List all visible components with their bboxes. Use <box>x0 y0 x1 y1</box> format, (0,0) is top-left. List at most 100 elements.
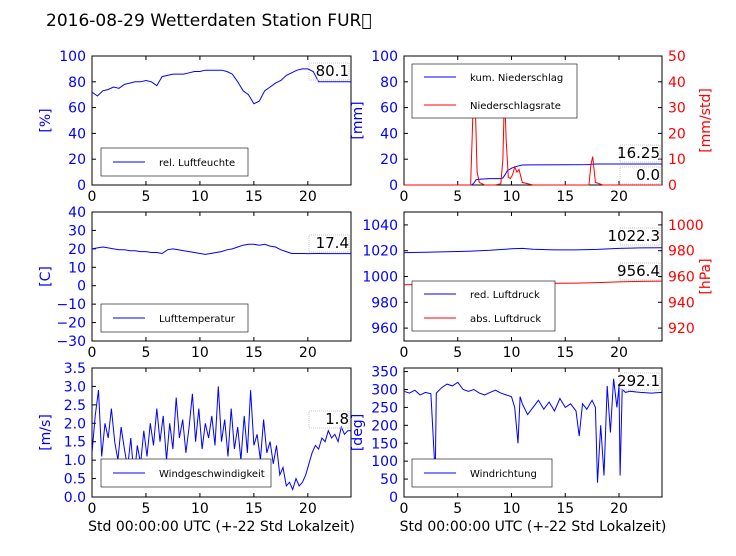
top-right-ytick-label: 60 <box>380 101 398 117</box>
middle-right-xtick-label: 0 <box>400 345 409 361</box>
top-left-ytick-label: 0 <box>77 178 86 194</box>
top-left-current-value-1: 80.1 <box>316 62 349 80</box>
top-right-ytick-label: 40 <box>380 126 398 142</box>
middle-right-ytick-label: 1040 <box>362 218 398 234</box>
middle-left-ytick-label: 40 <box>68 205 86 221</box>
middle-left-current-value-1: 17.4 <box>316 234 349 252</box>
bottom-left-xtick-label: 5 <box>141 501 150 517</box>
bottom-left-ytick-label: 0.5 <box>64 472 86 488</box>
top-right-xtick-label: 10 <box>503 189 521 205</box>
top-right-legend-box <box>411 63 578 119</box>
top-left-xtick-label: 0 <box>88 189 97 205</box>
middle-right-current-value-2: 956.4 <box>617 262 660 280</box>
top-right-ytick-label-right: 0 <box>668 178 677 194</box>
bottom-right-ytick-label: 200 <box>371 418 398 434</box>
middle-right-current-value-1: 1022.3 <box>608 227 661 245</box>
bottom-right-current-value-1: 292.1 <box>617 372 660 390</box>
middle-right-ytick-label-right: 980 <box>668 244 695 260</box>
bottom-left-ytick-label: 1.5 <box>64 435 86 451</box>
bottom-right-xtick-label: 0 <box>400 501 409 517</box>
middle-left-ytick-label: −30 <box>56 334 86 350</box>
top-right-value-box-2 <box>619 166 661 185</box>
top-right-series-line-1 <box>404 163 662 186</box>
top-right-ytick-label: 100 <box>371 49 398 65</box>
bottom-right-ytick-label: 0 <box>389 490 398 506</box>
middle-right-ytick-label: 1020 <box>362 244 398 260</box>
middle-right-ytick-label-right: 940 <box>668 295 695 311</box>
top-right-ytick-label: 0 <box>389 178 398 194</box>
middle-right-ylabel-right: [hPa] <box>698 258 714 294</box>
top-left-plot-frame <box>91 55 352 186</box>
top-right-ytick-label-right: 10 <box>668 152 686 168</box>
top-left-ytick-label: 80 <box>68 75 86 91</box>
bottom-right-ytick-label: 50 <box>380 472 398 488</box>
bottom-right-ytick-label: 300 <box>371 383 398 399</box>
middle-right-xtick-label: 5 <box>453 345 462 361</box>
bottom-left-ytick-label: 3.0 <box>64 379 86 395</box>
bottom-left-xtick-label: 15 <box>245 501 263 517</box>
middle-left-ytick-label: −10 <box>56 297 86 313</box>
top-right-ylabel: [mm] <box>350 101 366 139</box>
top-right-current-value-2: 0.0 <box>636 166 660 184</box>
top-right-ytick-label-right: 40 <box>668 75 686 91</box>
middle-left-ytick-label: 0 <box>77 279 86 295</box>
middle-left-series-line-1 <box>91 243 351 255</box>
top-left-legend-label-1: rel. Luftfeuchte <box>159 158 235 169</box>
bottom-left-legend-label-1: Windgeschwindigkeit <box>159 469 265 480</box>
middle-left-plot-frame <box>91 211 352 342</box>
top-right-xtick-label: 20 <box>610 189 628 205</box>
middle-right-xtick-label: 15 <box>556 345 574 361</box>
bottom-right-xlabel: Std 00:00:00 UTC (+-22 Std Lokalzeit) <box>400 519 667 535</box>
middle-right-series-line-1 <box>403 247 663 254</box>
bottom-left-xtick-label: 10 <box>191 501 209 517</box>
top-left-ytick-label: 40 <box>68 126 86 142</box>
bottom-left-value-box-1 <box>308 410 350 429</box>
middle-left-xtick-label: 0 <box>88 345 97 361</box>
top-left-xtick-label: 10 <box>191 189 209 205</box>
top-right-xtick-label: 5 <box>453 189 462 205</box>
bottom-right-ylabel: [deg] <box>350 414 366 451</box>
bottom-left-xtick-label: 0 <box>88 501 97 517</box>
bottom-right-ytick-label: 350 <box>371 365 398 381</box>
top-right-value-box-1 <box>619 144 661 163</box>
middle-right-ytick-label-right: 920 <box>668 321 695 337</box>
bottom-right-series-line-1 <box>403 378 663 483</box>
middle-right-ytick-label-right: 1000 <box>668 218 704 234</box>
top-right-current-value-1: 16.25 <box>617 144 660 162</box>
top-right-ytick-label-right: 50 <box>668 49 686 65</box>
top-left-ytick-label: 20 <box>68 152 86 168</box>
bottom-right-xtick-label: 10 <box>503 501 521 517</box>
bottom-left-ytick-label: 3.5 <box>64 361 86 377</box>
top-right-series-line-2 <box>404 74 662 186</box>
top-right-xtick-label: 0 <box>400 189 409 205</box>
top-left-xtick-label: 20 <box>299 189 317 205</box>
top-left-xtick-label: 5 <box>141 189 150 205</box>
top-left-series-line-1 <box>91 68 351 105</box>
bottom-left-ylabel: [m/s] <box>38 414 54 451</box>
top-right-legend-label-1: kum. Niederschlag <box>470 73 563 84</box>
top-right-ytick-label: 20 <box>380 152 398 168</box>
bottom-right-xtick-label: 5 <box>453 501 462 517</box>
top-left-ytick-label: 60 <box>68 101 86 117</box>
top-right-xtick-label: 15 <box>556 189 574 205</box>
middle-left-ytick-label: 20 <box>68 242 86 258</box>
middle-right-xtick-label: 20 <box>610 345 628 361</box>
bottom-left-xlabel: Std 00:00:00 UTC (+-22 Std Lokalzeit) <box>88 519 355 535</box>
bottom-left-ytick-label: 0.0 <box>64 490 86 506</box>
middle-left-xtick-label: 20 <box>299 345 317 361</box>
middle-left-xtick-label: 15 <box>245 345 263 361</box>
middle-left-ytick-label: 10 <box>68 260 86 276</box>
middle-left-ytick-label: −20 <box>56 316 86 332</box>
middle-right-xtick-label: 10 <box>503 345 521 361</box>
middle-right-legend-label-1: red. Luftdruck <box>470 290 540 301</box>
middle-right-ytick-label: 960 <box>371 321 398 337</box>
bottom-right-ytick-label: 250 <box>371 400 398 416</box>
top-right-ytick-label-right: 20 <box>668 126 686 142</box>
middle-right-value-box-2 <box>619 262 661 281</box>
middle-left-ytick-label: 30 <box>68 223 86 239</box>
bottom-right-value-box-1 <box>619 372 661 391</box>
middle-right-ytick-label: 980 <box>371 295 398 311</box>
middle-right-ytick-label: 1000 <box>362 270 398 286</box>
bottom-left-plot-frame <box>91 367 352 498</box>
